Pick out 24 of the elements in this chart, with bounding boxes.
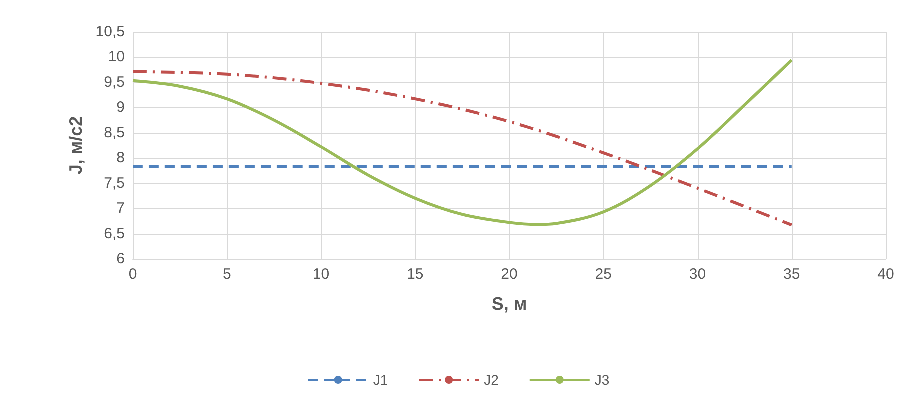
x-tick-label: 35 [784,266,800,283]
y-tick-label: 10,5 [96,24,125,40]
y-tick-label: 7,5 [104,174,125,192]
x-tick-label: 5 [222,266,232,283]
x-tick-label: 25 [595,266,612,283]
legend-label: J3 [594,372,610,388]
y-tick-label: 7 [116,200,125,218]
y-tick-label: 6 [116,250,125,268]
x-tick-label: 0 [128,266,138,283]
x-tick-label: 10 [312,266,330,283]
y-tick-label: 8,5 [104,124,125,142]
x-tick-label: 20 [501,266,518,283]
x-tick-label: 40 [878,266,894,283]
legend-label: J1 [373,372,388,388]
y-tick-label: 10 [108,48,125,66]
y-axis-title: J, м/с2 [66,116,86,175]
y-tick-label: 9 [116,99,125,116]
x-tick-label: 15 [407,266,424,283]
x-tick-label: 30 [689,266,706,283]
y-tick-label: 8 [116,150,125,167]
y-tick-label: 6,5 [104,225,125,242]
legend-label: J2 [484,372,500,388]
x-axis-title: S, м [492,294,528,314]
y-tick-label: 9,5 [104,74,125,91]
